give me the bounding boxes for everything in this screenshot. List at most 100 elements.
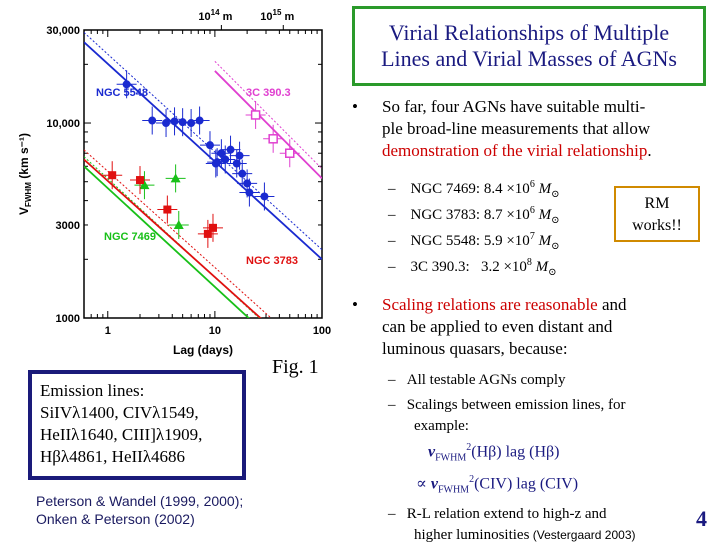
- data-point: [170, 173, 181, 183]
- eq2-v: v: [430, 474, 438, 492]
- fit-line: [214, 70, 322, 180]
- data-point: [148, 116, 157, 125]
- fit-line-bound: [214, 60, 322, 170]
- dash: –: [388, 207, 396, 223]
- eq2-sup: 2: [469, 473, 475, 485]
- data-point: [250, 110, 261, 120]
- citation: Peterson & Wandel (1999, 2000); Onken & …: [36, 492, 243, 528]
- series-label: NGC 5548: [96, 87, 148, 99]
- vestergaard-citation: (Vestergaard 2003): [529, 528, 636, 543]
- dash: –: [388, 259, 396, 275]
- data-point: [178, 118, 187, 127]
- mass-value: 8.7 ×10: [483, 207, 530, 223]
- fit-line: [84, 165, 250, 318]
- sub-item-1-text: All testable AGNs comply: [406, 372, 566, 388]
- data-point: [217, 149, 226, 158]
- citation-line-1: Peterson & Wandel (1999, 2000);: [36, 493, 244, 509]
- fit-line: [84, 41, 322, 260]
- bullet-1-line-2: ple broad-line measurements that allow: [382, 119, 651, 138]
- fit-line-bound: [84, 149, 272, 318]
- y-tick-label: 10,000: [46, 118, 80, 130]
- mass-exp: 6: [529, 205, 535, 216]
- mass-unit: M: [535, 259, 549, 275]
- sub-item-2-line-2: example:: [414, 418, 469, 434]
- top-axis-label: 1014 m: [198, 8, 232, 23]
- y-axis-label: VFWHM (km s⁻¹): [17, 133, 33, 215]
- series-label: NGC 3783: [246, 255, 298, 267]
- bullet-1-text: So far, four AGNs have suitable multi- p…: [382, 96, 712, 162]
- data-point: [226, 145, 235, 154]
- mass-value: 8.4 ×10: [483, 181, 530, 197]
- eq2-prefix: ∝: [416, 474, 431, 492]
- y-tick-label: 1000: [56, 313, 80, 325]
- sun-symbol: ⊙: [551, 241, 560, 252]
- top-axis-label: 1015 m: [260, 8, 294, 23]
- x-axis-label: Lag (days): [173, 343, 233, 357]
- bullet-2-subitems: – All testable AGNs comply – Scalings be…: [388, 370, 708, 546]
- sun-symbol: ⊙: [551, 189, 560, 200]
- data-point: [221, 155, 230, 164]
- equation-2: ∝ vFWHM2(CIV) lag (CIV): [388, 469, 708, 501]
- mass-name: NGC 3783:: [410, 207, 481, 223]
- sub-item-3-line-1: R-L relation extend to high-z and: [406, 506, 607, 523]
- equation-1: vFWHM2(Hβ) lag (Hβ): [388, 437, 708, 469]
- sub-item-2-line-1: Scalings between emission lines, for: [406, 397, 626, 413]
- mass-unit: M: [538, 207, 552, 223]
- dash: –: [388, 233, 396, 249]
- mass-exp: 7: [529, 231, 535, 242]
- bullet-1-period: .: [647, 141, 652, 160]
- slide-title: Virial Relationships of Multiple Lines a…: [352, 6, 706, 86]
- bullet-2-text: Scaling relations are reasonable and can…: [382, 294, 712, 360]
- mass-item-ngc3783: – NGC 3783: 8.7 ×106 M⊙: [388, 200, 608, 226]
- title-line-2: Lines and Virial Masses of AGNs: [381, 46, 677, 71]
- scaling-highlight: Scaling relations are reasonable: [382, 295, 598, 314]
- data-point: [208, 223, 217, 232]
- sun-symbol: ⊙: [551, 215, 560, 226]
- rm-works-callout: RM works!!: [614, 186, 700, 242]
- data-point: [203, 229, 212, 238]
- x-tick-label: 1: [105, 325, 111, 337]
- figure-label: Fig. 1: [272, 356, 319, 378]
- lag-velocity-chart: 1 10 100 1000 3000 10,000 30,000 1014 m 1015 m La…: [17, 8, 331, 357]
- eq2-sub: FWHM: [437, 484, 470, 496]
- data-point: [162, 119, 171, 128]
- eq1-sup: 2: [466, 442, 472, 453]
- data-point: [139, 180, 150, 190]
- bullet-1-line-1: So far, four AGNs have suitable multi-: [382, 97, 646, 116]
- eq1-sub: FWHM: [435, 452, 467, 464]
- bullet-1-marker: •: [352, 97, 358, 116]
- fit-line-bound: [84, 32, 322, 251]
- data-point: [245, 188, 254, 197]
- bullet-2-line-2: can be applied to even distant and: [382, 317, 613, 336]
- title-line-1: Virial Relationships of Multiple: [388, 20, 670, 45]
- emission-line-4: Hβλ4861, HeIIλ4686: [40, 447, 186, 466]
- x-tick-label: 10: [209, 325, 221, 337]
- mass-name: NGC 5548:: [410, 233, 481, 249]
- mass-unit: M: [538, 233, 552, 249]
- data-point: [205, 141, 214, 150]
- data-point: [235, 151, 244, 160]
- data-point: [187, 119, 196, 128]
- data-point: [211, 159, 220, 168]
- series-label: 3C 390.3: [246, 87, 291, 99]
- bullet-2-and: and: [597, 295, 627, 314]
- sun-symbol: ⊙: [548, 267, 557, 278]
- dash: –: [388, 181, 396, 197]
- data-point: [243, 179, 252, 188]
- mass-name: NGC 7469:: [410, 181, 481, 197]
- data-point: [238, 169, 247, 178]
- rm-line-2: works!!: [632, 217, 682, 234]
- page-number: 4: [696, 506, 707, 531]
- y-tick-label: 3000: [56, 220, 80, 232]
- sub-item-3: – R-L relation extend to high-z and: [388, 506, 607, 523]
- mass-name: 3C 390.3:: [410, 259, 470, 275]
- sub-item-1: – All testable AGNs comply: [388, 372, 566, 388]
- bullet-2-line-3: luminous quasars, because:: [382, 339, 568, 358]
- data-point: [163, 205, 172, 214]
- emission-lines-box: Emission lines: SiIVλ1400, CIVλ1549, HeI…: [28, 370, 246, 480]
- x-tick-label: 100: [313, 325, 331, 337]
- data-point: [136, 176, 145, 185]
- emission-line-2: SiIVλ1400, CIVλ1549,: [40, 403, 199, 422]
- data-point: [260, 192, 269, 201]
- emission-line-1: Emission lines:: [40, 381, 145, 400]
